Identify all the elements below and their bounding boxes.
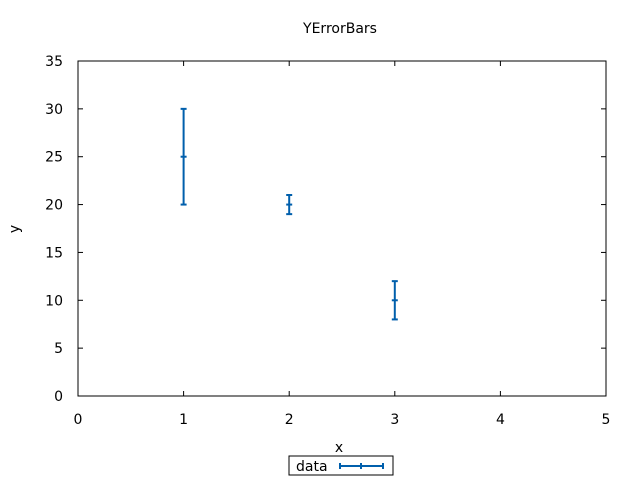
x-tick-label: 5 (602, 412, 611, 428)
x-axis-ticks: 0 1 2 3 4 5 (74, 61, 611, 428)
x-axis-label: x (335, 440, 343, 456)
y-axis-ticks: 0 5 10 15 20 25 30 35 (45, 54, 606, 405)
x-tick-label: 1 (179, 412, 188, 428)
legend-label: data (296, 459, 328, 475)
y-tick-label: 20 (45, 198, 63, 214)
y-tick-label: 25 (45, 150, 63, 166)
x-tick-label: 4 (496, 412, 505, 428)
y-tick-label: 10 (45, 293, 63, 309)
y-tick-label: 15 (45, 245, 63, 261)
legend-marker (339, 463, 384, 469)
y-tick-label: 0 (54, 389, 63, 405)
x-tick-label: 2 (285, 412, 294, 428)
error-bar (180, 107, 187, 206)
y-tick-label: 5 (54, 341, 63, 357)
error-bar (391, 280, 398, 321)
x-tick-label: 3 (390, 412, 399, 428)
error-bar (286, 194, 293, 216)
y-axis-label: y (7, 225, 23, 233)
chart-title: YErrorBars (302, 21, 377, 37)
legend: data (288, 455, 394, 476)
y-tick-label: 35 (45, 54, 63, 70)
x-tick-label: 0 (74, 412, 83, 428)
series-layer (180, 107, 398, 321)
plot-frame (77, 60, 607, 397)
y-tick-label: 30 (45, 102, 63, 118)
